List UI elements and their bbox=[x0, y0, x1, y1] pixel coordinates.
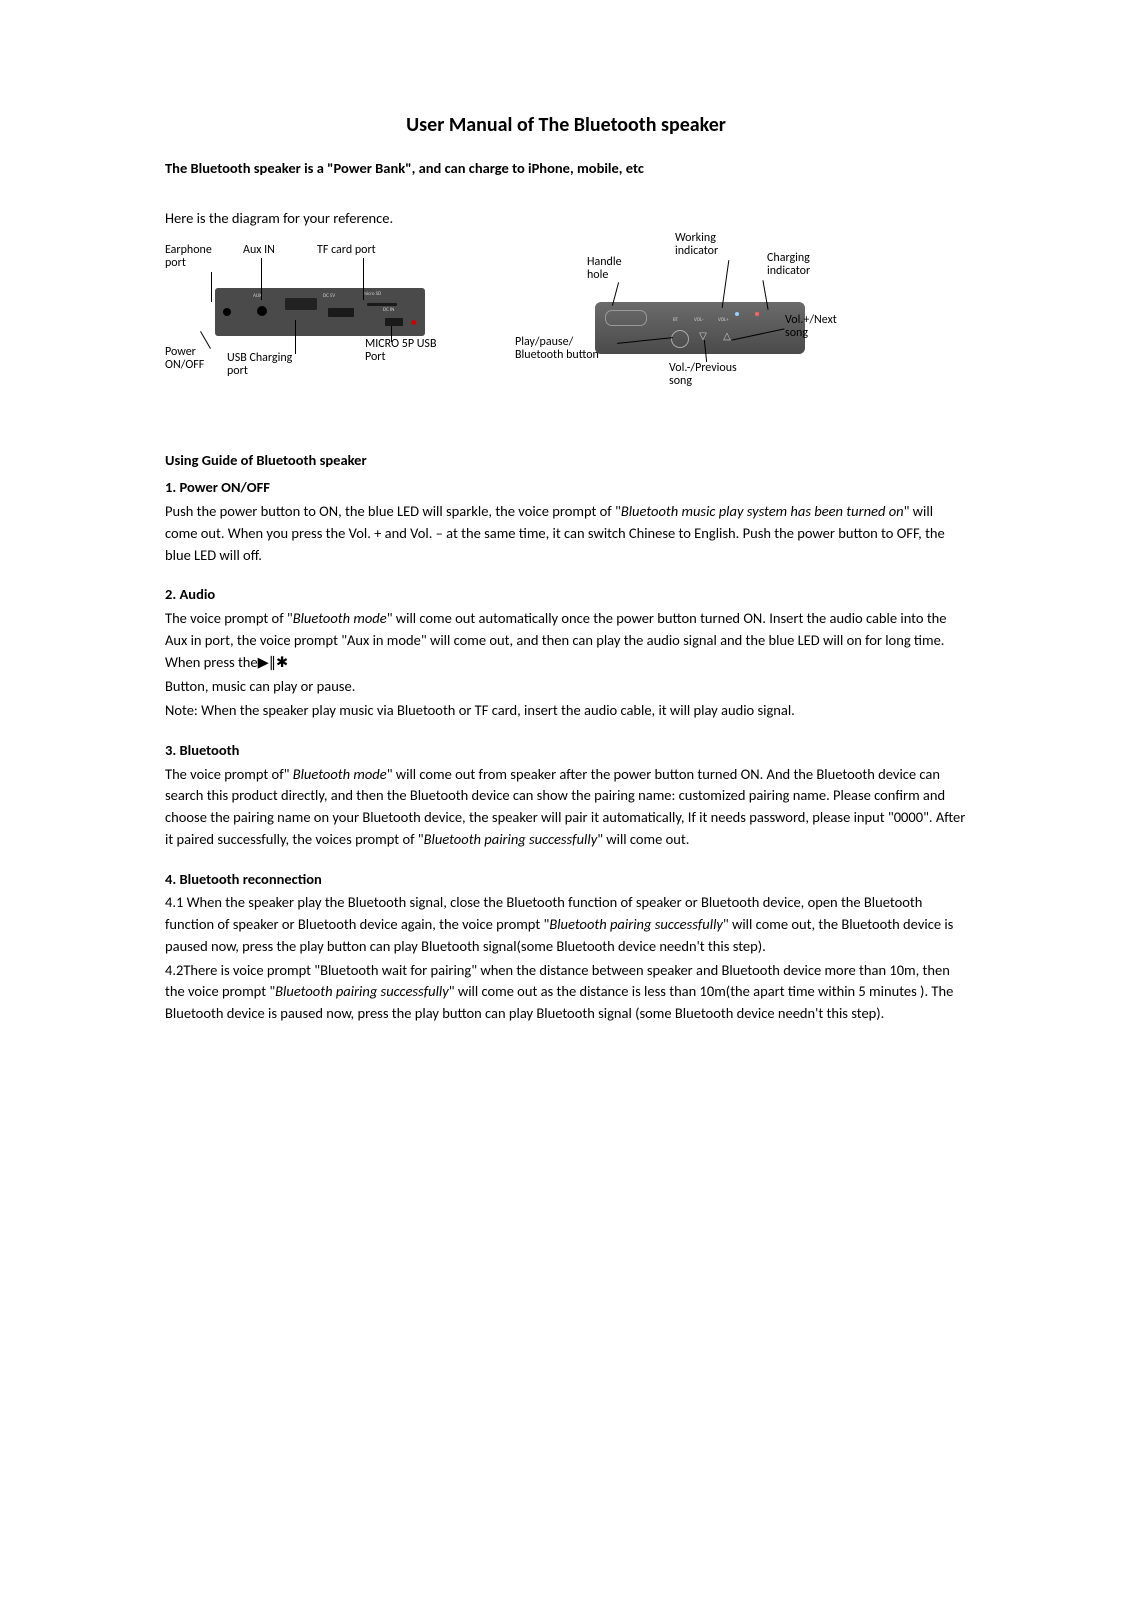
device-body-right: ▽ △ BT VOL- VOL+ bbox=[595, 302, 805, 354]
text-run: Push the power button to ON, the blue LE… bbox=[165, 502, 621, 520]
microsd-tiny-label: micro SD bbox=[363, 292, 381, 298]
section-2-body-2: Button, music can play or pause. bbox=[165, 676, 967, 698]
section-2-body: The voice prompt of "Bluetooth mode" wil… bbox=[165, 608, 967, 674]
voice-prompt: Bluetooth mode bbox=[293, 765, 387, 783]
page-title: User Manual of The Bluetooth speaker bbox=[165, 110, 967, 140]
led-icon bbox=[411, 320, 416, 325]
diagram-left: AUX DC 5V micro SD DC IN Earphone port A… bbox=[165, 240, 475, 400]
aux-in-label: Aux IN bbox=[243, 244, 275, 258]
earphone-port-label: Earphone port bbox=[165, 244, 221, 272]
working-led-icon bbox=[735, 312, 739, 316]
power-switch-icon bbox=[285, 298, 317, 310]
aux-jack-icon bbox=[257, 306, 267, 316]
diagram-intro: Here is the diagram for your reference. bbox=[165, 208, 967, 230]
vol-down-icon: ▽ bbox=[695, 330, 711, 346]
using-guide-heading: Using Guide of Bluetooth speaker bbox=[165, 450, 967, 472]
play-button-icon bbox=[671, 330, 689, 348]
section-4-2-body: 4.2There is voice prompt "Bluetooth wait… bbox=[165, 960, 967, 1025]
vol-plus-label: Vol.+/Next song bbox=[785, 314, 855, 342]
section-2-note: Note: When the speaker play music via Bl… bbox=[165, 700, 967, 722]
section-2-heading: 2. Audio bbox=[165, 584, 967, 606]
usb-port-icon bbox=[328, 308, 354, 317]
section-2-block: 2. Audio The voice prompt of "Bluetooth … bbox=[165, 584, 967, 722]
dcin-tiny-label: DC IN bbox=[383, 308, 394, 314]
bt-tiny-label: BT bbox=[673, 318, 678, 324]
leader-line bbox=[391, 326, 392, 342]
leader-line bbox=[295, 320, 296, 354]
micro-usb-label: MICRO 5P USB Port bbox=[365, 338, 445, 366]
play-pause-label: Play/pause/ Bluetooth button bbox=[515, 336, 620, 364]
diagram-row: AUX DC 5V micro SD DC IN Earphone port A… bbox=[165, 240, 967, 420]
voice-prompt: Bluetooth mode bbox=[293, 609, 387, 627]
vol-up-icon: △ bbox=[719, 330, 735, 346]
leader-line bbox=[722, 260, 730, 308]
section-4-block: 4. Bluetooth reconnection 4.1 When the s… bbox=[165, 869, 967, 1025]
section-1-body: Push the power button to ON, the blue LE… bbox=[165, 501, 967, 566]
text-run: The voice prompt of" bbox=[165, 765, 293, 783]
voice-prompt: Bluetooth music play system has been tur… bbox=[621, 502, 904, 520]
voice-prompt: Bluetooth pairing successfully bbox=[424, 830, 598, 848]
section-1-heading: 1. Power ON/OFF bbox=[165, 477, 967, 499]
device-body-left: AUX DC 5V micro SD DC IN bbox=[215, 288, 425, 336]
voice-prompt: Bluetooth pairing successfully bbox=[275, 982, 449, 1000]
text-run: The voice prompt of " bbox=[165, 609, 293, 627]
micro-usb-icon bbox=[385, 318, 403, 326]
charging-led-icon bbox=[755, 312, 759, 316]
power-label: Power ON/OFF bbox=[165, 346, 215, 374]
subtitle: The Bluetooth speaker is a "Power Bank",… bbox=[165, 158, 967, 180]
handle-label: Handle hole bbox=[587, 256, 637, 284]
voice-prompt: Bluetooth pairing successfully bbox=[549, 915, 723, 933]
leader-line bbox=[261, 258, 262, 300]
volplus-tiny-label: VOL+ bbox=[718, 318, 729, 324]
section-3-body: The voice prompt of" Bluetooth mode " wil… bbox=[165, 764, 967, 851]
leader-line bbox=[363, 258, 364, 300]
working-indicator-label: Working indicator bbox=[675, 232, 735, 260]
tf-card-label: TF card port bbox=[317, 244, 376, 258]
text-run: " will come out. bbox=[597, 830, 689, 848]
tf-slot-icon bbox=[367, 303, 397, 306]
using-guide-block: Using Guide of Bluetooth speaker 1. Powe… bbox=[165, 450, 967, 567]
vol-minus-label: Vol.-/Previous song bbox=[669, 362, 759, 390]
diagram-right: ▽ △ BT VOL- VOL+ Handle hole Working ind… bbox=[515, 240, 875, 420]
volminus-tiny-label: VOL- bbox=[694, 318, 704, 324]
earphone-jack-icon bbox=[223, 308, 231, 316]
play-pause-icon: ▶∥✱ bbox=[258, 655, 289, 671]
usb-charging-label: USB Charging port bbox=[227, 352, 312, 380]
handle-hole-icon bbox=[605, 310, 647, 326]
charging-indicator-label: Charging indicator bbox=[767, 252, 827, 280]
section-4-1-body: 4.1 When the speaker play the Bluetooth … bbox=[165, 892, 967, 957]
dc5v-tiny-label: DC 5V bbox=[323, 294, 335, 300]
section-3-block: 3. Bluetooth The voice prompt of" Blueto… bbox=[165, 740, 967, 851]
section-3-heading: 3. Bluetooth bbox=[165, 740, 967, 762]
section-4-heading: 4. Bluetooth reconnection bbox=[165, 869, 967, 891]
leader-line bbox=[211, 272, 212, 302]
